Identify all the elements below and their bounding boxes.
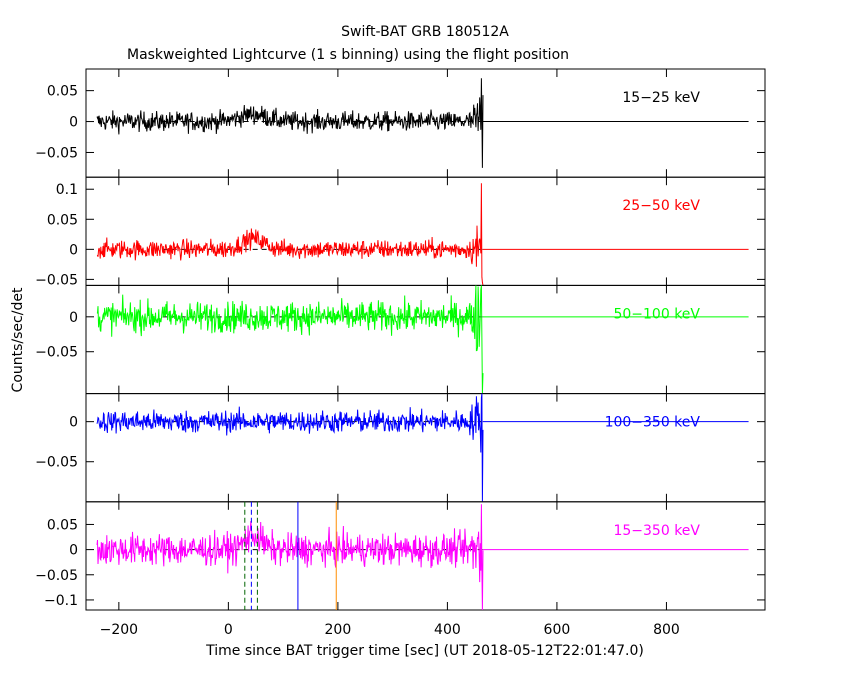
y-tick-label: 0 bbox=[69, 115, 78, 131]
series-label: 50−100 keV bbox=[613, 306, 700, 322]
series-line bbox=[96, 78, 484, 168]
y-tick-label: 0 bbox=[69, 415, 78, 431]
panel-frame bbox=[85, 393, 766, 503]
y-tick-label: 0 bbox=[69, 310, 78, 326]
x-tick-label: 600 bbox=[544, 622, 571, 638]
panel-frame bbox=[85, 176, 766, 286]
y-tick-label: 0.05 bbox=[47, 517, 78, 533]
series-line bbox=[96, 504, 484, 611]
x-tick-label: 400 bbox=[434, 622, 461, 638]
y-tick-label: −0.05 bbox=[35, 568, 78, 584]
y-tick-label: −0.05 bbox=[35, 145, 78, 161]
panel-frame bbox=[85, 284, 766, 395]
y-axis-label: Counts/sec/det bbox=[10, 287, 26, 392]
series-label: 15−350 keV bbox=[613, 523, 700, 539]
x-tick-label: 0 bbox=[224, 622, 233, 638]
y-tick-label: 0.05 bbox=[47, 84, 78, 100]
panels-group: 0.05 0 −0.05 15−25 keV 0.1 0.05 0 −0.05 25−50 ke… bbox=[35, 68, 766, 638]
x-axis-label: Time since BAT trigger time [sec] (UT 20… bbox=[205, 643, 644, 659]
y-tick-label: 0.1 bbox=[56, 182, 78, 198]
chart-title: Swift-BAT GRB 180512A bbox=[341, 24, 509, 40]
series-line bbox=[96, 393, 484, 502]
x-tick-label: −200 bbox=[100, 622, 138, 638]
x-tick-label: 200 bbox=[325, 622, 352, 638]
y-tick-label: 0.05 bbox=[47, 212, 78, 228]
y-tick-label: −0.05 bbox=[35, 455, 78, 471]
y-tick-label: 0 bbox=[69, 242, 78, 258]
y-tick-label: −0.05 bbox=[35, 345, 78, 361]
series-label: 15−25 keV bbox=[622, 90, 700, 106]
series-line bbox=[96, 285, 484, 394]
series-label: 25−50 keV bbox=[622, 198, 700, 214]
y-tick-label: −0.05 bbox=[35, 272, 78, 288]
chart-subtitle: Maskweighted Lightcurve (1 s binning) us… bbox=[127, 47, 569, 63]
series-line bbox=[96, 183, 484, 286]
panel-frame bbox=[85, 501, 766, 611]
y-tick-label: −0.1 bbox=[44, 593, 78, 609]
x-tick-label: 800 bbox=[653, 622, 680, 638]
series-label: 100−350 keV bbox=[605, 415, 701, 431]
y-tick-label: 0 bbox=[69, 543, 78, 559]
